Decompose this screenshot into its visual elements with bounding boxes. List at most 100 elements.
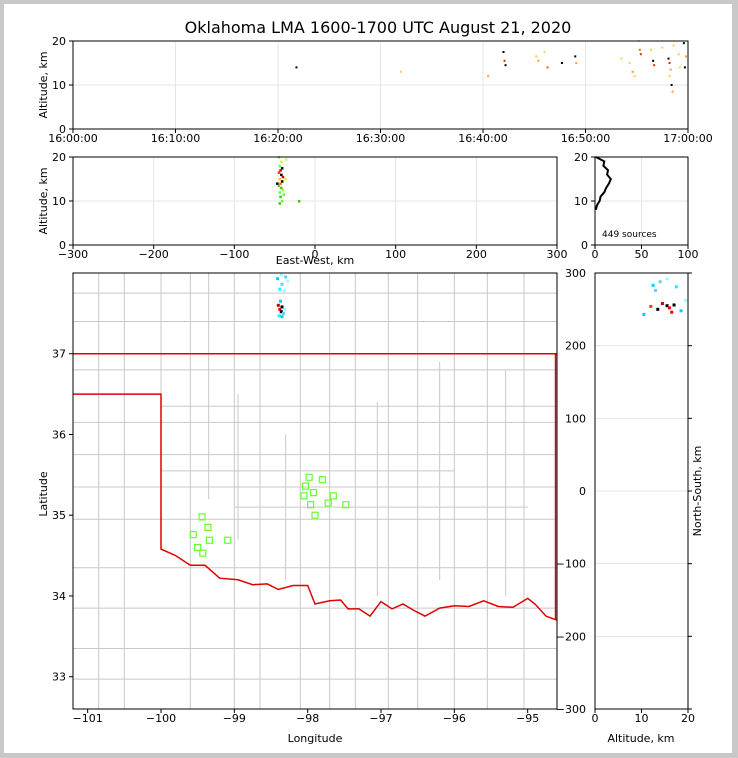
ew-tick-label: 0 [312, 248, 319, 261]
oklahoma-texas-border [73, 393, 557, 621]
time-tick-label: 16:00:00 [48, 132, 97, 145]
altitude-tick-label: 0 [59, 123, 66, 136]
altitude-histogram-panel: 0 50 100 0 10 20 449 sources [574, 151, 699, 261]
figure-title: Oklahoma LMA 1600-1700 UTC August 21, 20… [185, 18, 572, 37]
time-tick-label: 16:20:00 [253, 132, 302, 145]
ew-tick-label: 200 [466, 248, 487, 261]
ew-source-point [284, 158, 288, 161]
ns-source-point [658, 280, 662, 284]
lma-station-marker [189, 530, 197, 539]
time-source-point [668, 75, 671, 78]
time-source-point [650, 48, 653, 51]
lma-station-marker [324, 499, 332, 507]
altitude-tick-label: 0 [581, 239, 588, 252]
time-source-point [620, 57, 623, 60]
ew-source-point [279, 195, 282, 199]
time-source-point [628, 62, 631, 64]
time-source-point [537, 59, 540, 62]
ew-source-point [280, 186, 283, 190]
time-source-point [560, 62, 563, 64]
ns-source-point [674, 285, 678, 289]
time-source-point [503, 59, 506, 62]
latitude-tick-label: 35 [52, 509, 66, 522]
altitude-tick-label: 10 [574, 195, 588, 208]
time-source-point [638, 48, 641, 51]
latitude-tick-label: 37 [52, 348, 66, 361]
ew-source-point [297, 200, 301, 203]
ns-source-point [665, 304, 669, 308]
ns-source-point [660, 302, 664, 306]
ew-source-point [280, 180, 284, 183]
altitude-tick-label: 0 [592, 712, 599, 725]
time-source-point [672, 44, 675, 47]
lma-station-marker [309, 489, 318, 497]
longitude-tick-label: −96 [443, 712, 466, 725]
latitude-tick-label: 34 [52, 590, 66, 603]
altitude-tick-label: 20 [681, 712, 695, 725]
ns-source-point [656, 307, 660, 311]
time-source-point [652, 59, 655, 62]
ew-tick-label: −200 [139, 248, 169, 261]
ns-tick-label: 300 [565, 267, 586, 280]
plan-source-point [279, 310, 283, 314]
lma-station-marker [194, 543, 202, 552]
time-source-point [546, 66, 549, 69]
time-source-point [504, 64, 507, 67]
time-source-point [671, 90, 674, 93]
altitude-histogram-line [594, 156, 612, 211]
time-source-point [535, 55, 538, 58]
ew-tick-label: −100 [219, 248, 249, 261]
plan-source-point [278, 307, 282, 311]
altitude-tick-label: 10 [635, 712, 649, 725]
ew-altitude-ylabel: Altitude, km [37, 167, 50, 234]
lma-station-marker [311, 511, 319, 519]
time-tick-label: 16:10:00 [151, 132, 200, 145]
plan-source-point [282, 289, 286, 293]
ns-altitude-xlabel: Altitude, km [607, 732, 674, 745]
ns-tick-label: −200 [556, 630, 586, 643]
lma-station-marker [305, 473, 313, 481]
ns-source-point [653, 288, 657, 292]
plan-source-point [278, 287, 282, 291]
lma-figure: Oklahoma LMA 1600-1700 UTC August 21, 20… [37, 18, 713, 745]
ew-tick-label: 100 [385, 248, 406, 261]
plan-source-point [279, 299, 283, 303]
time-source-point [678, 66, 681, 69]
ns-source-point [667, 306, 671, 310]
lma-station-marker [342, 501, 350, 509]
time-source-point [575, 62, 578, 64]
ew-source-point [279, 182, 282, 185]
plan-source-point [276, 277, 280, 281]
time-altitude-panel: 16:00:00 16:10:00 16:20:00 16:30:00 16:40:00… [37, 35, 713, 145]
time-source-point [653, 64, 656, 67]
plan-source-point [286, 279, 290, 283]
ew-source-point [281, 175, 285, 179]
ns-tick-label: −300 [556, 703, 586, 716]
ns-tick-label: −100 [556, 558, 586, 571]
ew-source-point [278, 191, 282, 194]
ew-source-point [278, 178, 282, 181]
count-tick-label: 0 [592, 248, 599, 261]
time-source-point [502, 51, 505, 53]
plan-source-point [280, 282, 284, 286]
ns-tick-label: 100 [565, 412, 586, 425]
plan-source-point [283, 307, 287, 311]
lma-station-marker [307, 501, 315, 509]
ns-source-point [679, 309, 683, 313]
latitude-tick-label: 33 [52, 671, 66, 684]
plan-source-point [280, 315, 284, 319]
plan-view-panel: −101 −100 −99 −98 −97 −96 −95 33 34 35 36 37 Longit… [37, 272, 558, 745]
ns-source-point [672, 303, 676, 307]
ew-source-point [279, 169, 282, 172]
ew-altitude-panel: −300 −200 −100 0 100 200 300 0 10 20 East-West, k… [37, 151, 568, 267]
time-source-point [661, 46, 664, 49]
altitude-tick-label: 0 [59, 239, 66, 252]
ew-tick-label: 300 [547, 248, 568, 261]
plan-view-ylabel: Latitude [37, 471, 50, 517]
time-source-point [667, 57, 670, 60]
latitude-tick-label: 36 [52, 428, 66, 441]
ns-source-point [649, 304, 653, 308]
time-source-point [400, 70, 402, 73]
lma-station-marker [224, 536, 232, 544]
time-source-point [631, 70, 634, 73]
